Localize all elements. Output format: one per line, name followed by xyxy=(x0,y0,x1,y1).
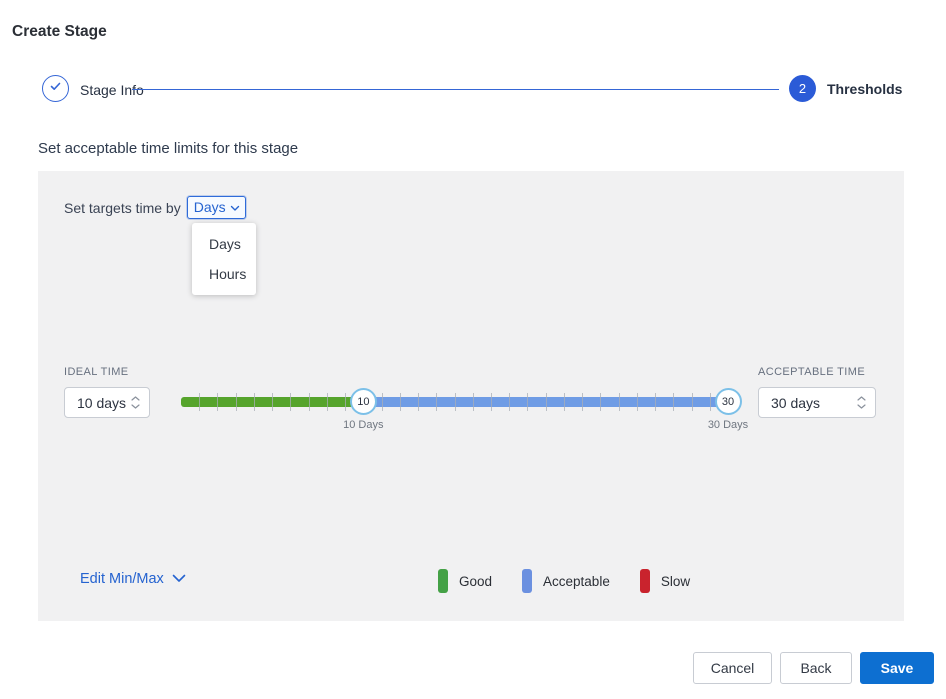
slider-tick xyxy=(691,393,693,411)
step-stage-info-label: Stage Info xyxy=(80,82,144,98)
chevron-down-icon xyxy=(131,404,140,409)
legend-item-good: Good xyxy=(438,569,492,593)
chevron-down-icon xyxy=(230,199,240,215)
slider-tick xyxy=(472,393,474,411)
step-number: 2 xyxy=(798,81,807,96)
chevron-up-icon xyxy=(857,396,866,401)
acceptable-time-value: 30 days xyxy=(771,394,821,411)
slow-label: Slow xyxy=(660,573,691,589)
slider-tick xyxy=(709,393,711,411)
slider-tick xyxy=(636,393,638,411)
slider-tick xyxy=(509,393,511,411)
slider-tick xyxy=(199,393,201,411)
slider-tick xyxy=(655,393,657,411)
cancel-button[interactable]: Cancel xyxy=(693,652,772,684)
legend-item-acceptable: Acceptable xyxy=(522,569,610,593)
step-thresholds-circle[interactable]: 2 xyxy=(789,75,816,102)
edit-minmax-label: Edit Min/Max xyxy=(80,571,164,587)
ideal-time-value: 10 days xyxy=(77,394,127,411)
acceptable-axis-label: 30 Days xyxy=(707,419,749,431)
thresholds-panel: Set targets time by Days Days Hours IDEA… xyxy=(38,171,904,621)
slider-tick xyxy=(563,393,565,411)
slider-tick xyxy=(436,393,438,411)
good-label: Good xyxy=(459,573,493,589)
check-icon xyxy=(49,80,62,98)
chevron-down-icon xyxy=(857,404,866,409)
slider-tick xyxy=(673,393,675,411)
stepper-connector-line xyxy=(132,89,779,90)
slider-tick xyxy=(545,393,547,411)
acceptable-time-input[interactable]: 30 days xyxy=(758,387,876,418)
acceptable-time-label: ACCEPTABLE TIME xyxy=(758,366,866,378)
slider-tick xyxy=(399,393,401,411)
slider-tick xyxy=(308,393,310,411)
good-swatch xyxy=(438,569,448,593)
footer-actions: Cancel Back Save xyxy=(693,652,934,684)
slider-tick xyxy=(418,393,420,411)
page-title: Create Stage xyxy=(12,23,107,40)
legend: Good Acceptable Slow xyxy=(438,569,720,593)
slider-tick xyxy=(235,393,237,411)
step-stage-info-circle[interactable] xyxy=(42,75,69,102)
dropdown-option-hours[interactable]: Hours xyxy=(209,266,247,282)
ideal-time-label: IDEAL TIME xyxy=(64,366,129,378)
acceptable-slider-handle[interactable]: 30 xyxy=(714,388,742,415)
acceptable-swatch xyxy=(522,569,533,593)
legend-item-slow: Slow xyxy=(639,569,691,593)
slider-tick xyxy=(326,393,328,411)
chevron-down-icon xyxy=(172,571,186,587)
acceptable-time-stepper[interactable] xyxy=(857,396,875,409)
set-targets-label: Set targets time by xyxy=(64,199,181,216)
time-unit-dropdown[interactable]: Days xyxy=(186,196,246,219)
slider-tick xyxy=(217,393,219,411)
slider-tick xyxy=(345,393,347,411)
slider-tick xyxy=(618,393,620,411)
dropdown-option-days[interactable]: Days xyxy=(209,236,241,252)
slider-tick xyxy=(600,393,602,411)
ideal-time-stepper[interactable] xyxy=(131,396,149,409)
ideal-axis-label: 10 Days xyxy=(343,419,384,431)
set-targets-row: Set targets time by Days xyxy=(64,196,246,219)
acceptable-handle-value: 30 xyxy=(721,395,735,408)
time-unit-dropdown-menu: Days Hours xyxy=(192,223,256,295)
time-unit-value: Days xyxy=(193,199,226,215)
ideal-handle-value: 10 xyxy=(357,395,370,408)
acceptable-label: Acceptable xyxy=(543,573,610,589)
time-range-slider: 10 30 10 Days 30 Days xyxy=(181,388,748,431)
ideal-slider-handle[interactable]: 10 xyxy=(349,388,377,415)
chevron-up-icon xyxy=(131,396,140,401)
step-thresholds-label: Thresholds xyxy=(827,81,903,97)
slider-tick xyxy=(454,393,456,411)
slider-tick xyxy=(272,393,274,411)
ideal-time-input[interactable]: 10 days xyxy=(64,387,150,418)
slider-tick xyxy=(527,393,529,411)
slider-tick xyxy=(490,393,492,411)
edit-minmax-link[interactable]: Edit Min/Max xyxy=(80,571,186,587)
section-heading: Set acceptable time limits for this stag… xyxy=(38,140,299,157)
back-button[interactable]: Back xyxy=(780,652,852,684)
slider-tick xyxy=(582,393,584,411)
slider-tick xyxy=(253,393,255,411)
slow-swatch xyxy=(639,569,650,593)
slider-tick xyxy=(290,393,292,411)
save-button[interactable]: Save xyxy=(860,652,934,684)
slider-tick xyxy=(381,393,383,411)
